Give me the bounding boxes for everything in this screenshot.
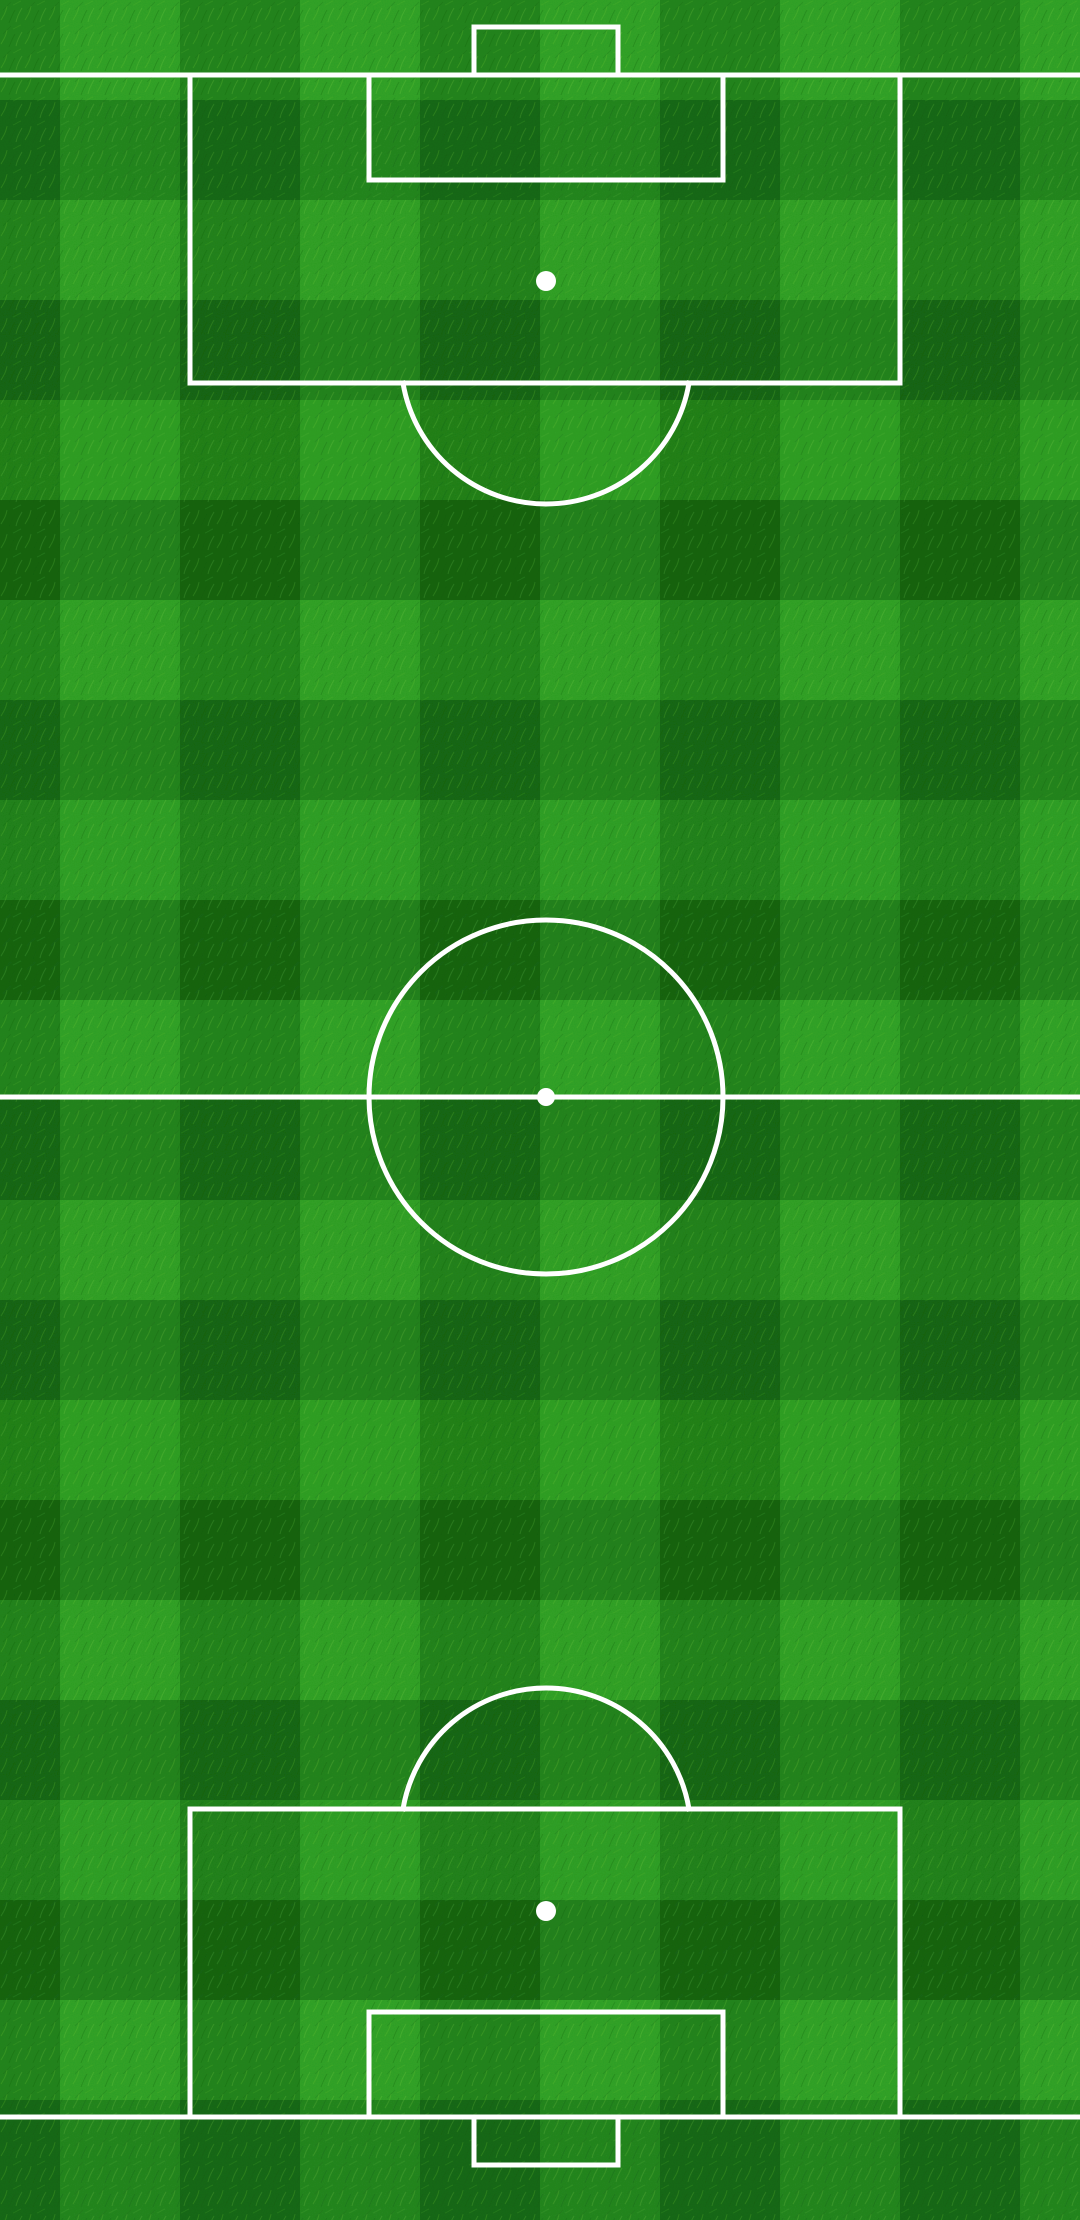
center-spot xyxy=(537,1088,555,1106)
bottom-penalty-spot xyxy=(536,1901,556,1921)
top-penalty-arc xyxy=(400,380,692,507)
center-circle xyxy=(366,917,726,1277)
top-penalty-spot xyxy=(536,271,556,291)
pitch-spots xyxy=(536,271,556,1921)
bottom-penalty-area xyxy=(187,1806,903,2120)
top-penalty-area xyxy=(187,72,903,386)
bottom-penalty-arc xyxy=(400,1685,692,1812)
pitch-markings xyxy=(0,24,1080,2168)
